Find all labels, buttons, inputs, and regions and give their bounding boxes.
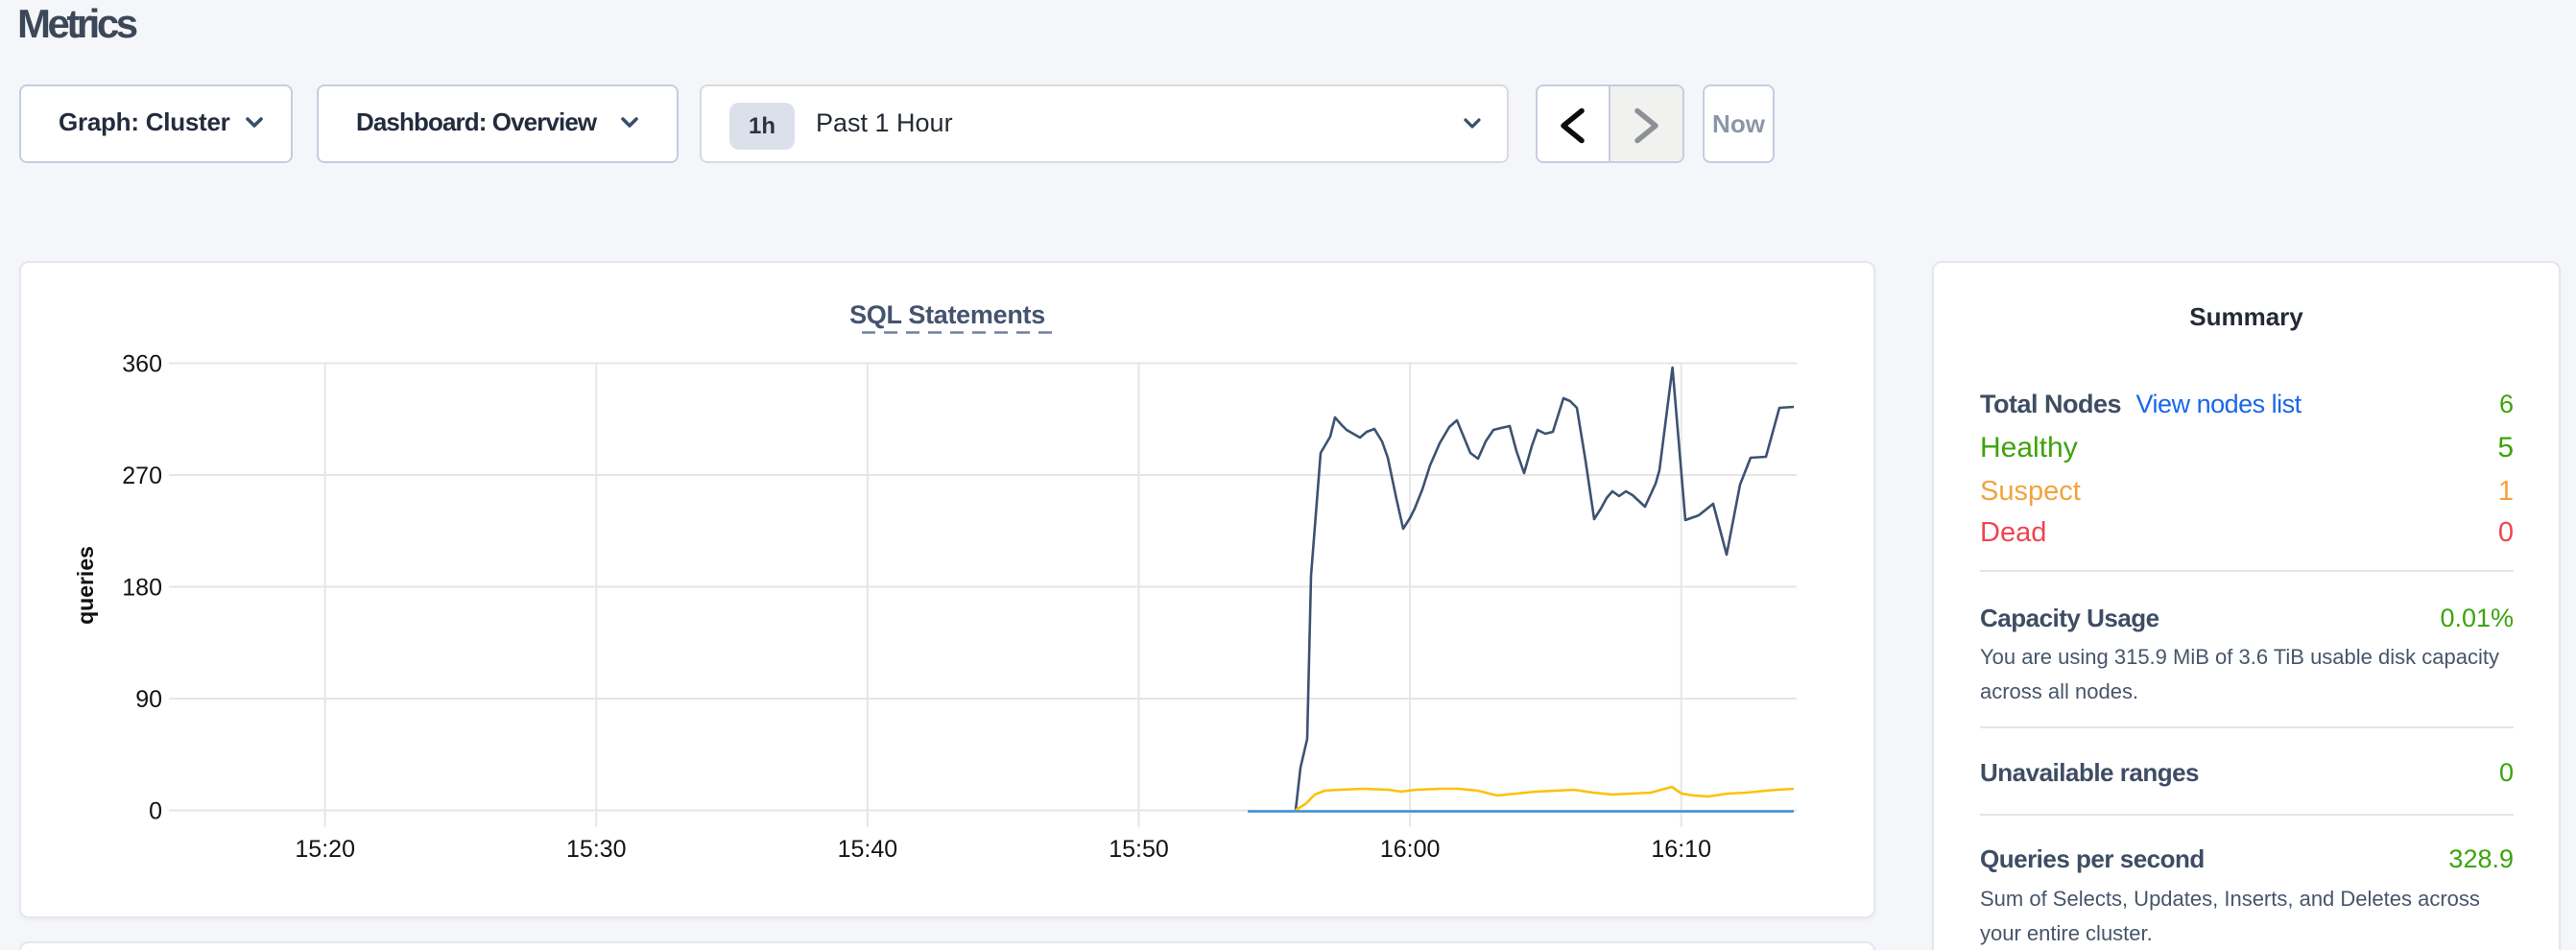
svg-text:queries: queries	[73, 546, 98, 625]
svg-text:15:40: 15:40	[838, 836, 898, 863]
svg-text:16:10: 16:10	[1651, 836, 1711, 863]
svg-text:15:50: 15:50	[1109, 836, 1169, 863]
svg-text:360: 360	[122, 351, 162, 378]
svg-text:270: 270	[122, 463, 162, 489]
svg-text:SQL Statements: SQL Statements	[849, 300, 1045, 329]
svg-text:90: 90	[135, 686, 162, 713]
svg-text:15:30: 15:30	[566, 836, 627, 863]
svg-text:15:20: 15:20	[295, 836, 355, 863]
svg-text:0: 0	[149, 798, 162, 825]
svg-text:16:00: 16:00	[1380, 836, 1441, 863]
svg-text:180: 180	[122, 575, 162, 602]
